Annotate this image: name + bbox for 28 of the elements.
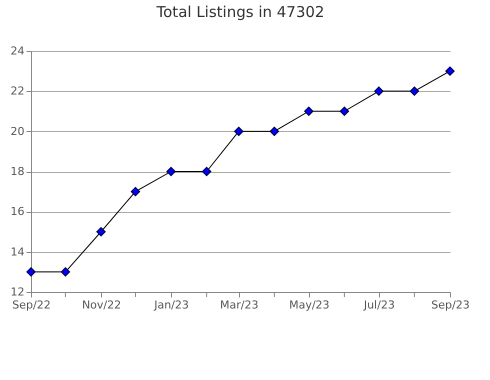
point: [96, 227, 106, 236]
y-tick-label: 16: [10, 205, 24, 218]
y-tick-label: 12: [10, 286, 24, 298]
x-tick-label: Sep/22: [12, 298, 51, 312]
chart-title: Total Listings in 47302: [156, 3, 324, 21]
point: [445, 66, 455, 76]
x-tick-label: Sep/23: [431, 298, 470, 312]
point: [304, 106, 314, 116]
point: [130, 186, 140, 196]
point: [202, 166, 212, 176]
y-tick-label: 18: [10, 165, 24, 178]
point: [410, 86, 420, 96]
y-tick-label: 24: [10, 44, 24, 58]
point: [166, 166, 176, 176]
y-tick-label: 14: [10, 245, 24, 258]
x-tick-label: Mar/23: [220, 298, 259, 312]
point: [26, 267, 36, 277]
point: [270, 126, 280, 136]
x-tick-label: Jul/23: [362, 298, 395, 312]
x-tick-label: May/23: [289, 298, 330, 312]
x-tick-label: Jan/23: [153, 298, 189, 312]
y-tick-label: 22: [10, 84, 24, 98]
point: [340, 106, 350, 116]
point: [234, 126, 244, 136]
point: [374, 86, 384, 96]
y-tick-label: 20: [10, 124, 24, 138]
point: [60, 267, 70, 277]
x-tick-label: Nov/22: [82, 298, 122, 312]
